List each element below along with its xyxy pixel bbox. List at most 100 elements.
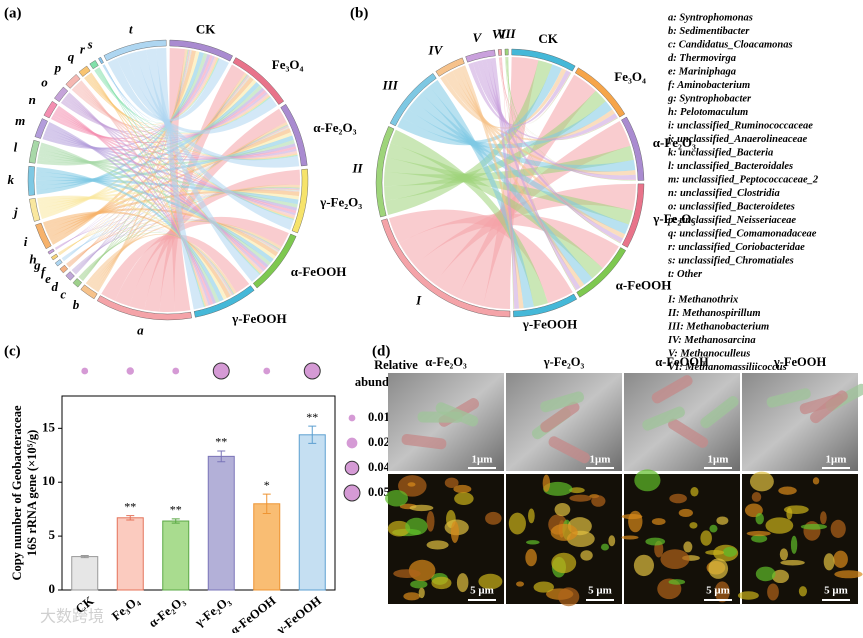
legend-entry: m: unclassified_Peptococcaceae_2 [668,174,819,185]
legend-entry: s: unclassified_Chromatiales [667,255,794,266]
legend-entry: l: unclassified_Bacteroidales [668,161,793,172]
legend-entry: j: unclassified_Anaerolineaceae [666,134,807,145]
fluorescence [508,512,526,535]
fluorescence [771,569,790,584]
ribbon [457,74,596,307]
scale-label: 5 μm [470,585,494,597]
fluorescence [387,520,411,537]
sector-label: m [15,113,25,128]
fluorescence [700,530,712,546]
sector-arc [59,264,69,274]
sector-label: i [24,234,28,249]
sector-label: γ-FeOOH [231,311,286,326]
ribbon [45,127,298,211]
fluorescence [669,493,687,504]
y-axis-label: 16S rRNA gene (×10⁵/g) [25,430,39,556]
ribbon [159,64,246,312]
x-tick-label: Fe₃O₄ [109,593,142,623]
sector-arc [43,100,58,119]
sector-arc [72,278,83,288]
fluorescence [628,510,643,533]
scale-label: 1μm [472,454,493,466]
fluorescence [600,543,610,551]
fluorescence [790,535,798,554]
bar [162,520,190,591]
bubble-legend-mark [348,414,356,422]
error-bar [262,493,271,514]
ribbon [144,108,287,312]
ribbon [66,94,265,272]
bubble [212,362,230,380]
sector-label: γ-FeOOH [522,316,577,331]
fluorescence [554,502,571,517]
sector-arc [65,74,81,89]
plot-frame [61,395,336,591]
sector-label: r [80,41,86,56]
cell [540,391,585,413]
fluorescence [820,511,827,525]
cell [700,396,739,429]
sector-label: III [382,77,399,92]
sector-arc [193,285,255,318]
legend-entry: II: Methanospirillum [667,308,761,319]
fluorescence [830,519,846,538]
bar [71,556,99,591]
scale-label: 1μm [826,454,847,466]
sector-arc [576,247,627,298]
ribbon [36,176,299,205]
sector-arc [621,116,645,181]
sector-arc [513,293,578,318]
fluorescence [800,523,827,530]
fluorescence [755,566,776,582]
ribbon [460,65,524,309]
bar [253,503,281,591]
fluorescence [450,521,459,543]
x-tick-label: α-Fe₂O₃ [146,593,188,630]
legend-entry: p: unclassified_Neisseriaceae [667,215,796,226]
sector-label: s [87,37,93,52]
sector-arc [50,253,59,261]
y-tick-label: 15 [42,419,56,434]
ribbon [440,68,567,129]
sector-label: l [14,139,18,154]
fluorescence [683,541,693,553]
column-title: α-Fe₂O₃ [425,355,467,369]
legend-entry: o: unclassified_Bacteroidetes [668,201,795,212]
fluorescence [418,587,425,599]
sector-label: e [45,271,51,286]
cell [668,418,709,448]
legend-entry: I: Methanothrix [667,294,738,305]
fluorescence [444,477,459,489]
sector-arc [232,57,285,105]
sector-label: V [472,30,482,45]
sector-arc [80,284,98,300]
bar [207,455,235,591]
y-tick-label: 10 [42,473,55,488]
fluorescence [543,481,573,496]
sector-label: t [129,22,133,37]
fluorescence [569,494,592,502]
fluorescence [755,513,764,525]
fluorescence [409,504,434,512]
fluorescence [426,510,435,532]
ribbon [85,233,237,295]
fluorescence [558,587,580,607]
significance: ** [215,435,227,449]
fluorescence [478,573,503,590]
x-tick-label: γ-FeOOH [273,593,324,633]
sector-arc [169,39,233,62]
fluorescence [749,471,774,492]
sector-arc [511,48,576,72]
sector-label: α-Fe₂O₃ [313,120,356,135]
fluorescence [786,507,793,520]
bubble-legend-mark [344,460,360,476]
ribbon [93,72,248,291]
sector-arc [89,60,99,70]
fluorescence [485,511,502,525]
fluorescence [526,540,540,545]
fluorescence [746,530,771,537]
fluorescence [798,586,807,597]
sector-arc [54,86,69,103]
sector-arc [47,248,55,255]
fluorescence [751,534,768,543]
